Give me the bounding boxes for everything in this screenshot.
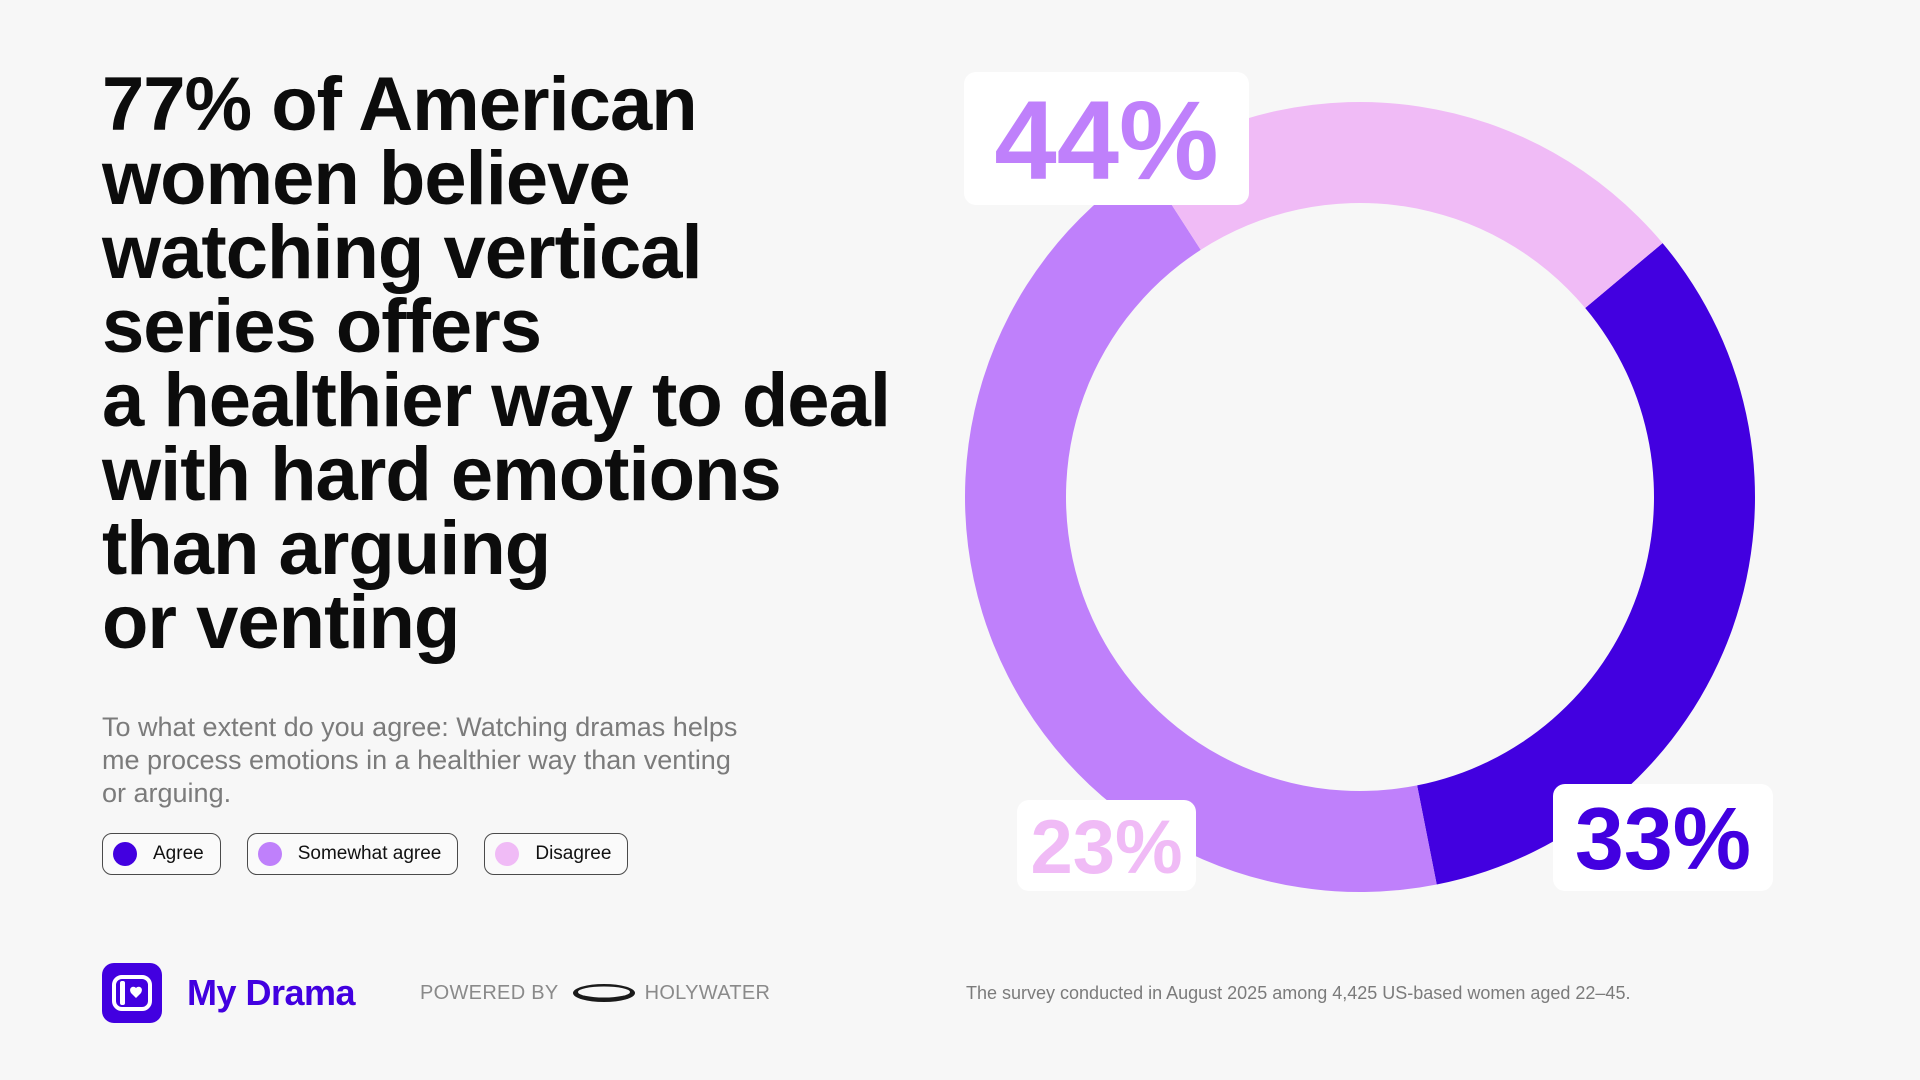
legend-item-disagree: Disagree: [484, 833, 629, 875]
my-drama-logo-icon: [102, 963, 162, 1023]
survey-question: To what extent do you agree: Watching dr…: [102, 712, 738, 808]
value-label-text-somewhat-agree: 44%: [994, 78, 1218, 203]
value-label-box-disagree: [1017, 800, 1196, 891]
legend-swatch-agree: [113, 842, 137, 866]
value-label-agree: 33%: [1553, 784, 1773, 891]
legend-label-agree: Agree: [153, 843, 204, 864]
legend-swatch-disagree: [495, 842, 520, 866]
value-label-text-disagree: 23%: [1030, 805, 1182, 890]
legend-item-agree: Agree: [102, 833, 221, 875]
survey-footnote: The survey conducted in August 2025 amon…: [966, 983, 1631, 1003]
my-drama-brand: My Drama: [102, 963, 356, 1023]
value-label-text-agree: 33%: [1575, 789, 1751, 888]
value-label-somewhat-agree: 44%: [964, 72, 1249, 205]
partner-name: HOLYWATER: [644, 981, 771, 1004]
donut-slice-somewhat-agree: [965, 164, 1437, 892]
value-label-disagree: 23%: [1017, 800, 1196, 891]
brand-name: My Drama: [187, 972, 356, 1013]
donut-slice-agree: [1417, 243, 1755, 885]
powered-by: POWERED BY HOLYWATER: [420, 980, 770, 1006]
legend-label-disagree: Disagree: [535, 843, 612, 864]
value-label-box-somewhat-agree: [964, 72, 1249, 205]
headline: 77% of American women believe watching v…: [102, 62, 891, 665]
legend-item-somewhat-agree: Somewhat agree: [246, 833, 459, 875]
value-label-box-agree: [1553, 784, 1773, 891]
chart-legend: Agree Somewhat agree Disagree: [102, 833, 629, 875]
legend-label-somewhat-agree: Somewhat agree: [297, 843, 442, 864]
legend-swatch-somewhat-agree: [257, 842, 282, 866]
donut-slice-disagree: [1146, 101, 1663, 309]
powered-by-label: POWERED BY: [420, 981, 559, 1004]
holywater-logo-icon: [572, 984, 635, 1002]
